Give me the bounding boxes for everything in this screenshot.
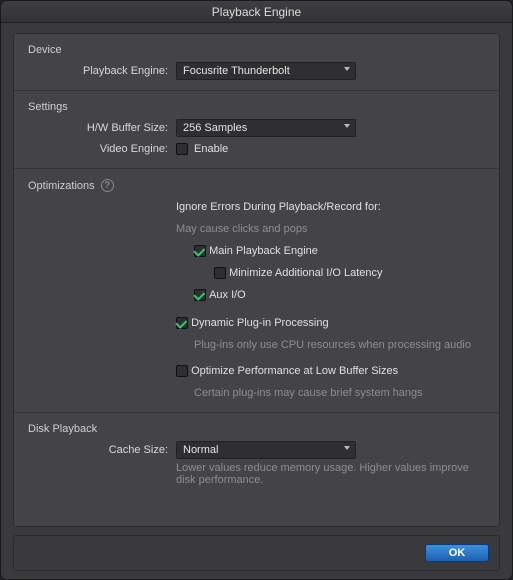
buffer-size-label: H/W Buffer Size: — [28, 122, 176, 134]
section-device-title: Device — [28, 44, 485, 56]
main-panel: Device Playback Engine: Focusrite Thunde… — [13, 33, 500, 527]
dynamic-plugin-hint: Plug-ins only use CPU resources when pro… — [194, 339, 471, 351]
divider — [14, 90, 499, 91]
main-playback-checkbox[interactable] — [194, 245, 206, 257]
row-minimize-latency: Minimize Additional I/O Latency — [176, 264, 485, 282]
window-titlebar: Playback Engine — [1, 1, 512, 23]
main-playback-label: Main Playback Engine — [209, 245, 318, 257]
cache-size-label: Cache Size: — [28, 444, 176, 456]
chevron-down-icon — [344, 446, 350, 450]
aux-io-label: Aux I/O — [209, 289, 246, 301]
optimizations-label: Optimizations — [28, 180, 95, 192]
window-body: Device Playback Engine: Focusrite Thunde… — [1, 23, 512, 579]
section-disk-playback-title: Disk Playback — [28, 423, 485, 435]
ignore-errors-hint: May cause clicks and pops — [176, 223, 307, 235]
help-icon[interactable]: ? — [101, 179, 114, 192]
optimize-low-buffer-hint: Certain plug-ins may cause brief system … — [194, 387, 423, 399]
minimize-latency-label: Minimize Additional I/O Latency — [229, 267, 382, 279]
cache-size-select[interactable]: Normal — [176, 441, 356, 459]
dynamic-plugin-label: Dynamic Plug-in Processing — [191, 317, 329, 329]
video-engine-checkbox[interactable] — [176, 143, 188, 155]
optimize-low-buffer-label: Optimize Performance at Low Buffer Sizes — [191, 365, 398, 377]
ignore-errors-heading: Ignore Errors During Playback/Record for… — [176, 201, 381, 213]
video-engine-label: Video Engine: — [28, 143, 176, 155]
playback-engine-value: Focusrite Thunderbolt — [183, 65, 290, 77]
row-cache-size: Cache Size: Normal — [28, 441, 485, 459]
aux-io-checkbox[interactable] — [194, 289, 206, 301]
row-buffer-size: H/W Buffer Size: 256 Samples — [28, 119, 485, 137]
video-engine-checkbox-label: Enable — [194, 143, 228, 155]
buffer-size-value: 256 Samples — [183, 122, 247, 134]
chevron-down-icon — [344, 124, 350, 128]
row-cache-size-hint: Lower values reduce memory usage. Higher… — [28, 462, 485, 486]
section-settings-title: Settings — [28, 101, 485, 113]
divider — [14, 168, 499, 169]
row-optimize-low-buffer: Optimize Performance at Low Buffer Sizes — [176, 362, 485, 380]
optimize-low-buffer-checkbox[interactable] — [176, 365, 188, 377]
divider — [14, 412, 499, 413]
row-aux-io: Aux I/O — [176, 286, 485, 304]
playback-engine-select[interactable]: Focusrite Thunderbolt — [176, 62, 356, 80]
cache-size-value: Normal — [183, 444, 218, 456]
row-playback-engine: Playback Engine: Focusrite Thunderbolt — [28, 62, 485, 80]
section-optimizations-title: Optimizations ? — [28, 179, 485, 192]
footer-bar: OK — [13, 535, 500, 571]
row-video-engine: Video Engine: Enable — [28, 140, 485, 158]
ok-button-label: OK — [449, 547, 466, 559]
optimizations-block: Ignore Errors During Playback/Record for… — [176, 198, 485, 402]
chevron-down-icon — [344, 67, 350, 71]
cache-size-hint: Lower values reduce memory usage. Higher… — [176, 462, 485, 486]
playback-engine-window: Playback Engine Device Playback Engine: … — [0, 0, 513, 580]
row-main-playback: Main Playback Engine — [176, 242, 485, 260]
playback-engine-label: Playback Engine: — [28, 65, 176, 77]
row-dynamic-plugin: Dynamic Plug-in Processing — [176, 314, 485, 332]
minimize-latency-checkbox[interactable] — [214, 267, 226, 279]
ok-button[interactable]: OK — [425, 544, 489, 562]
dynamic-plugin-checkbox[interactable] — [176, 317, 188, 329]
window-title: Playback Engine — [212, 5, 301, 19]
buffer-size-select[interactable]: 256 Samples — [176, 119, 356, 137]
